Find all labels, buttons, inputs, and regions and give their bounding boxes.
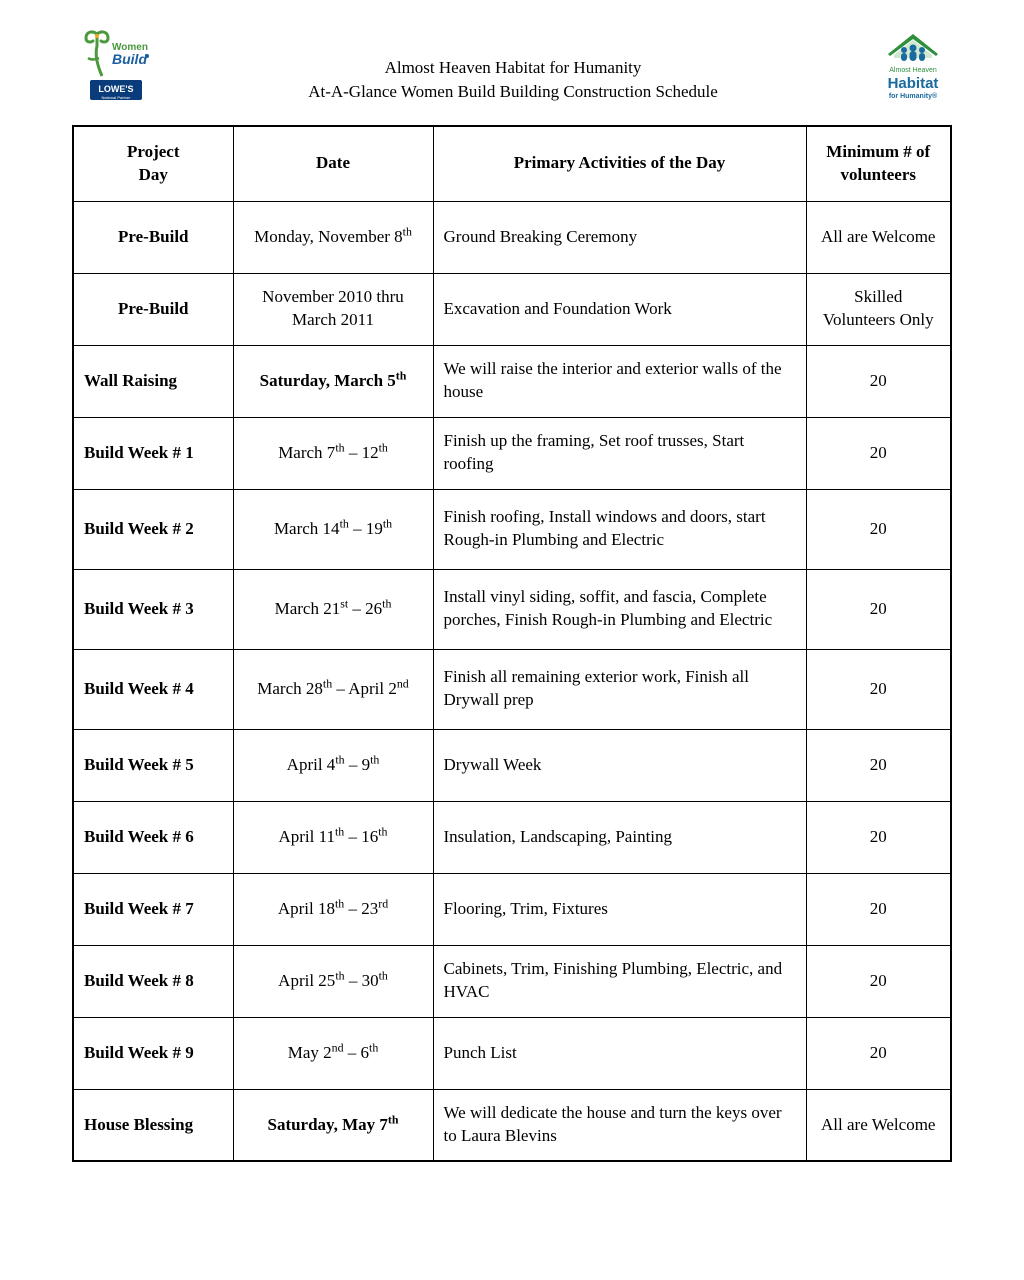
page-header: Women Build LOWE'S National Partner Almo… [72, 28, 952, 111]
date-cell: March 21st – 26th [233, 569, 433, 649]
project-day-cell: House Blessing [73, 1089, 233, 1161]
table-row: Build Week # 8April 25th – 30thCabinets,… [73, 945, 951, 1017]
table-row: Wall RaisingSaturday, March 5thWe will r… [73, 345, 951, 417]
schedule-table: ProjectDay Date Primary Activities of th… [72, 125, 952, 1162]
activities-cell: Finish all remaining exterior work, Fini… [433, 649, 806, 729]
activities-cell: Drywall Week [433, 729, 806, 801]
table-row: Build Week # 6April 11th – 16thInsulatio… [73, 801, 951, 873]
col-header-project-day: ProjectDay [73, 126, 233, 201]
col-header-date: Date [233, 126, 433, 201]
volunteers-cell: 20 [806, 345, 951, 417]
activities-cell: Cabinets, Trim, Finishing Plumbing, Elec… [433, 945, 806, 1017]
activities-cell: Excavation and Foundation Work [433, 273, 806, 345]
activities-cell: Finish up the framing, Set roof trusses,… [433, 417, 806, 489]
volunteers-cell: 20 [806, 569, 951, 649]
project-day-cell: Build Week # 9 [73, 1017, 233, 1089]
activities-cell: Ground Breaking Ceremony [433, 201, 806, 273]
svg-text:LOWE'S: LOWE'S [98, 84, 133, 94]
date-cell: May 2nd – 6th [233, 1017, 433, 1089]
title-line-1: Almost Heaven Habitat for Humanity [152, 56, 874, 80]
project-day-cell: Build Week # 4 [73, 649, 233, 729]
date-cell: Saturday, March 5th [233, 345, 433, 417]
date-cell: April 11th – 16th [233, 801, 433, 873]
project-day-cell: Build Week # 2 [73, 489, 233, 569]
date-cell: March 14th – 19th [233, 489, 433, 569]
table-row: Build Week # 1March 7th – 12thFinish up … [73, 417, 951, 489]
habitat-logo: Almost Heaven Habitat for Humanity® [874, 28, 952, 111]
project-day-cell: Build Week # 8 [73, 945, 233, 1017]
activities-cell: Install vinyl siding, soffit, and fascia… [433, 569, 806, 649]
activities-cell: Finish roofing, Install windows and door… [433, 489, 806, 569]
volunteers-cell: 20 [806, 1017, 951, 1089]
date-cell: April 25th – 30th [233, 945, 433, 1017]
table-row: Build Week # 4March 28th – April 2ndFini… [73, 649, 951, 729]
date-cell: March 7th – 12th [233, 417, 433, 489]
activities-cell: Flooring, Trim, Fixtures [433, 873, 806, 945]
volunteers-cell: All are Welcome [806, 201, 951, 273]
table-row: Build Week # 3March 21st – 26thInstall v… [73, 569, 951, 649]
activities-cell: Insulation, Landscaping, Painting [433, 801, 806, 873]
project-day-cell: Build Week # 6 [73, 801, 233, 873]
activities-cell: Punch List [433, 1017, 806, 1089]
date-cell: March 28th – April 2nd [233, 649, 433, 729]
svg-text:Habitat: Habitat [888, 75, 939, 92]
project-day-cell: Build Week # 3 [73, 569, 233, 649]
project-day-cell: Build Week # 7 [73, 873, 233, 945]
volunteers-cell: 20 [806, 873, 951, 945]
svg-text:Build: Build [112, 51, 147, 67]
project-day-cell: Pre-Build [73, 273, 233, 345]
activities-cell: We will raise the interior and exterior … [433, 345, 806, 417]
project-day-cell: Build Week # 1 [73, 417, 233, 489]
volunteers-cell: 20 [806, 729, 951, 801]
volunteers-cell: 20 [806, 489, 951, 569]
table-row: Build Week # 7April 18th – 23rdFlooring,… [73, 873, 951, 945]
volunteers-cell: 20 [806, 801, 951, 873]
table-row: Pre-BuildMonday, November 8thGround Brea… [73, 201, 951, 273]
date-cell: Monday, November 8th [233, 201, 433, 273]
volunteers-cell: All are Welcome [806, 1089, 951, 1161]
volunteers-cell: 20 [806, 945, 951, 1017]
date-cell: April 4th – 9th [233, 729, 433, 801]
date-cell: April 18th – 23rd [233, 873, 433, 945]
svg-text:Almost Heaven: Almost Heaven [889, 67, 937, 74]
table-header-row: ProjectDay Date Primary Activities of th… [73, 126, 951, 201]
volunteers-cell: 20 [806, 649, 951, 729]
volunteers-cell: 20 [806, 417, 951, 489]
title-line-2: At-A-Glance Women Build Building Constru… [152, 80, 874, 104]
date-cell: November 2010 thru March 2011 [233, 273, 433, 345]
project-day-cell: Pre-Build [73, 201, 233, 273]
project-day-cell: Build Week # 5 [73, 729, 233, 801]
col-header-activities: Primary Activities of the Day [433, 126, 806, 201]
table-row: Build Week # 5April 4th – 9thDrywall Wee… [73, 729, 951, 801]
activities-cell: We will dedicate the house and turn the … [433, 1089, 806, 1161]
svg-text:for Humanity®: for Humanity® [889, 92, 938, 100]
svg-text:National Partner: National Partner [102, 95, 132, 100]
table-row: Build Week # 2March 14th – 19thFinish ro… [73, 489, 951, 569]
volunteers-cell: Skilled Volunteers Only [806, 273, 951, 345]
table-row: House BlessingSaturday, May 7thWe will d… [73, 1089, 951, 1161]
table-row: Pre-BuildNovember 2010 thru March 2011Ex… [73, 273, 951, 345]
date-cell: Saturday, May 7th [233, 1089, 433, 1161]
table-row: Build Week # 9May 2nd – 6thPunch List20 [73, 1017, 951, 1089]
women-build-logo: Women Build LOWE'S National Partner [72, 28, 152, 111]
project-day-cell: Wall Raising [73, 345, 233, 417]
col-header-volunteers: Minimum # ofvolunteers [806, 126, 951, 201]
